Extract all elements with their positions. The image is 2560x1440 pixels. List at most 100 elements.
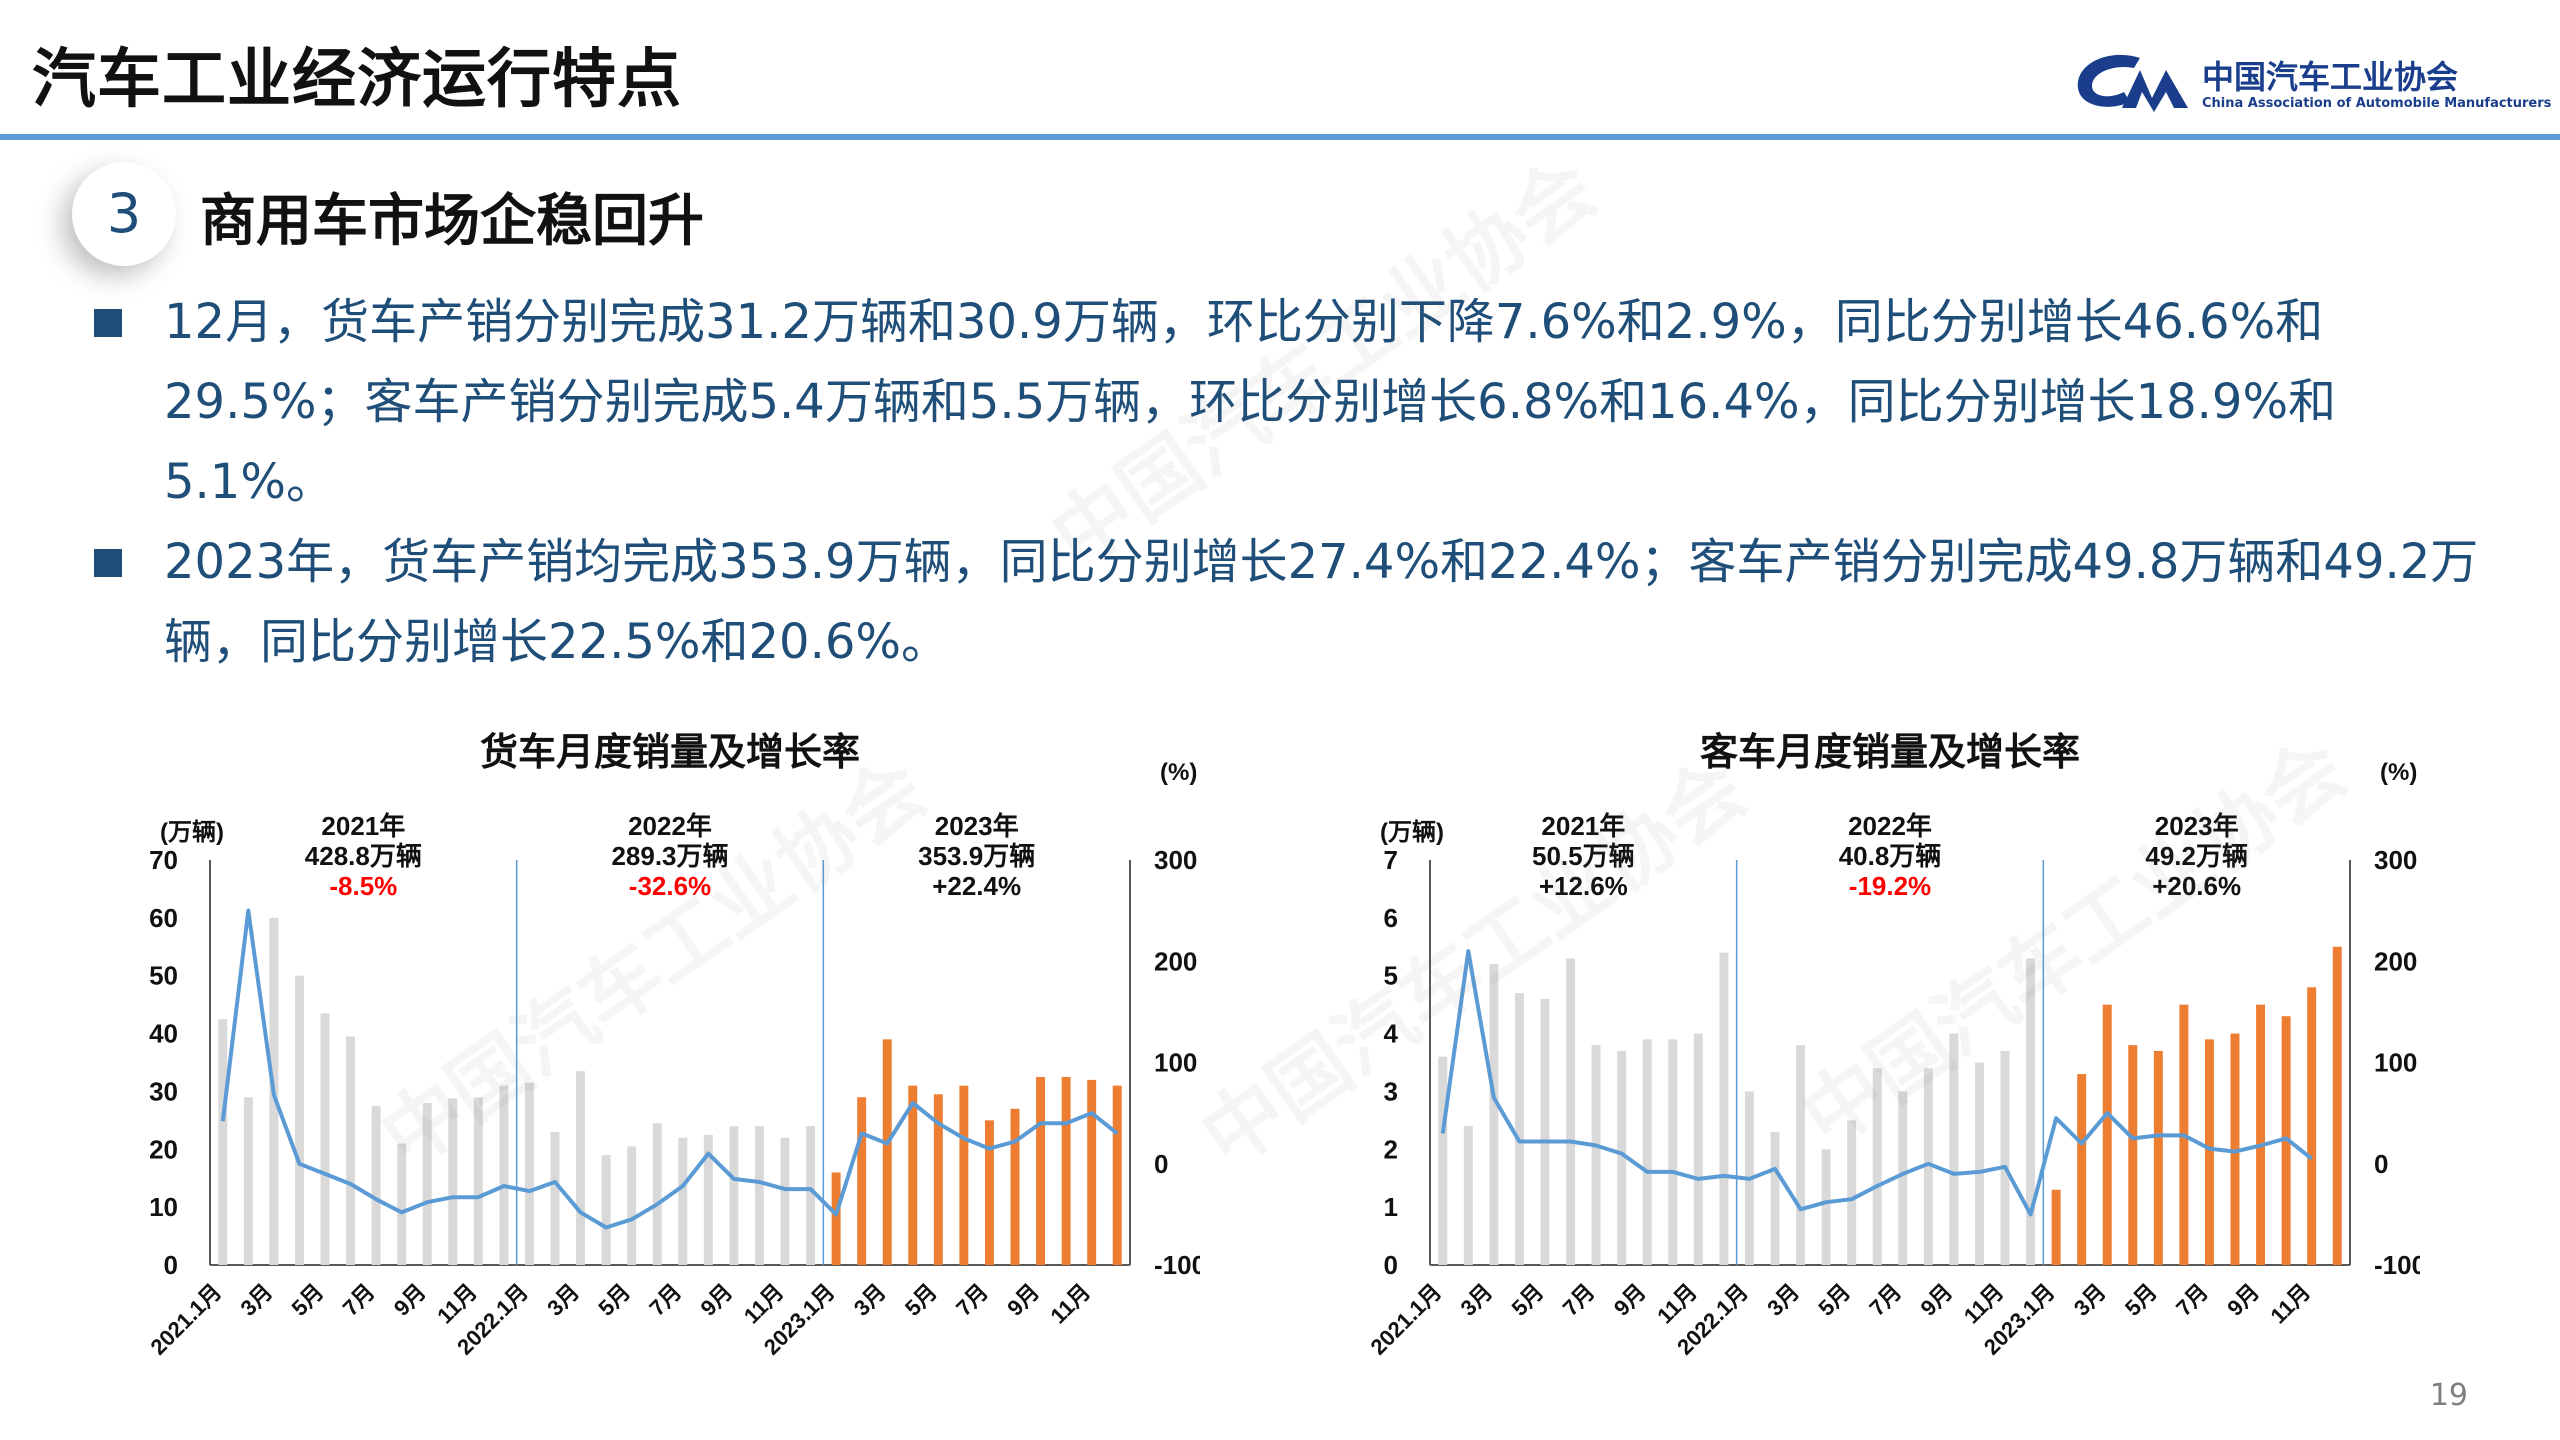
section-title: 商用车市场企稳回升 bbox=[200, 189, 704, 254]
caam-logo-icon bbox=[2077, 54, 2188, 112]
bar bbox=[2256, 1004, 2266, 1265]
left-tick-label: 6 bbox=[1384, 903, 1398, 933]
x-tick-label: 11月 bbox=[2266, 1279, 2316, 1329]
bar bbox=[1719, 952, 1729, 1265]
bar bbox=[1112, 1085, 1122, 1265]
annotation-year: 2021年 bbox=[1541, 811, 1625, 841]
x-tick-label: 11月 bbox=[1046, 1279, 1096, 1329]
bar bbox=[294, 975, 304, 1265]
right-tick-label: -100 bbox=[1154, 1250, 1200, 1280]
annotation-year: 2022年 bbox=[1848, 811, 1932, 841]
bullet-item: 2023年，货车产销均完成353.9万辆，同比分别增长27.4%和22.4%；客… bbox=[90, 522, 2490, 682]
left-tick-label: 20 bbox=[149, 1134, 178, 1164]
bar bbox=[908, 1085, 918, 1265]
x-tick-label: 9月 bbox=[1609, 1279, 1651, 1321]
left-tick-label: 4 bbox=[1384, 1019, 1399, 1049]
bar bbox=[2307, 987, 2317, 1265]
annotation-total: 49.2万辆 bbox=[2145, 841, 2248, 871]
bar bbox=[1872, 1068, 1882, 1265]
bar bbox=[1087, 1079, 1097, 1265]
bar bbox=[524, 1082, 534, 1265]
left-tick-label: 2 bbox=[1384, 1134, 1398, 1164]
bar bbox=[397, 1143, 407, 1265]
bar bbox=[1693, 1033, 1703, 1265]
left-tick-label: 10 bbox=[149, 1192, 178, 1222]
bar bbox=[1898, 1091, 1908, 1265]
x-tick-label: 5月 bbox=[1813, 1279, 1855, 1321]
x-tick-label: 3月 bbox=[849, 1279, 891, 1321]
annotation-total: 289.3万辆 bbox=[611, 841, 728, 871]
left-tick-label: 50 bbox=[149, 961, 178, 991]
bar bbox=[2102, 1004, 2112, 1265]
x-tick-label: 9月 bbox=[696, 1279, 738, 1321]
bar bbox=[627, 1146, 637, 1265]
bar bbox=[729, 1126, 739, 1265]
bar bbox=[1617, 1050, 1627, 1265]
left-tick-label: 5 bbox=[1384, 961, 1398, 991]
chart-svg: 客车月度销量及增长率 (万辆) (%) 0 1 2 3 4 5 6 7 -100 0 100 200 300 2… bbox=[1365, 731, 2420, 1360]
x-tick-label: 9月 bbox=[2222, 1279, 2264, 1321]
chart-title: 货车月度销量及增长率 bbox=[480, 732, 860, 774]
bar bbox=[218, 1019, 228, 1265]
bar bbox=[371, 1105, 381, 1265]
logo-english-name: China Association of Automobile Manufact… bbox=[2202, 96, 2552, 111]
bar bbox=[754, 1126, 764, 1265]
left-tick-label: 40 bbox=[149, 1019, 178, 1049]
square-bullet-icon bbox=[94, 309, 122, 337]
bar bbox=[780, 1137, 790, 1265]
x-tick-label: 7月 bbox=[2171, 1279, 2213, 1321]
annotation-growth: -32.6% bbox=[629, 871, 711, 901]
bar bbox=[1010, 1108, 1020, 1265]
x-tick-label: 2021.1月 bbox=[145, 1279, 226, 1360]
bar bbox=[346, 1036, 356, 1265]
section-number-badge: 3 bbox=[72, 162, 176, 266]
bar bbox=[959, 1085, 969, 1265]
bar bbox=[703, 1134, 713, 1265]
annotation-total: 353.9万辆 bbox=[918, 841, 1035, 871]
left-tick-label: 30 bbox=[149, 1076, 178, 1106]
square-bullet-icon bbox=[94, 549, 122, 577]
bar bbox=[678, 1137, 688, 1265]
bar bbox=[1668, 1039, 1678, 1265]
left-tick-label: 70 bbox=[149, 845, 178, 875]
bar bbox=[1974, 1062, 1984, 1265]
left-axis-unit-label: (万辆) bbox=[1380, 819, 1444, 846]
left-tick-label: 7 bbox=[1384, 845, 1398, 875]
x-tick-label: 7月 bbox=[1558, 1279, 1600, 1321]
x-tick-label: 5月 bbox=[287, 1279, 329, 1321]
bar bbox=[652, 1123, 662, 1265]
bar bbox=[2000, 1050, 2010, 1265]
bar bbox=[422, 1103, 432, 1265]
right-tick-label: 300 bbox=[1154, 845, 1197, 875]
x-tick-label: 5月 bbox=[2120, 1279, 2162, 1321]
bar bbox=[1036, 1076, 1046, 1265]
right-tick-label: 200 bbox=[2374, 946, 2417, 976]
x-tick-label: 3月 bbox=[542, 1279, 584, 1321]
bar bbox=[1514, 993, 1524, 1265]
bar bbox=[933, 1094, 943, 1265]
right-tick-label: 100 bbox=[1154, 1048, 1197, 1078]
right-tick-label: 300 bbox=[2374, 845, 2417, 875]
annotation-growth: +20.6% bbox=[2152, 871, 2241, 901]
left-tick-label: 1 bbox=[1384, 1192, 1398, 1222]
bar bbox=[2128, 1045, 2138, 1265]
bar bbox=[857, 1097, 867, 1265]
bar bbox=[1770, 1131, 1780, 1265]
page-title: 汽车工业经济运行特点 bbox=[32, 43, 682, 117]
annotation-year: 2021年 bbox=[321, 811, 405, 841]
annotation-year: 2023年 bbox=[935, 811, 1019, 841]
x-tick-label: 9月 bbox=[1916, 1279, 1958, 1321]
right-tick-label: 200 bbox=[1154, 946, 1197, 976]
x-tick-label: 9月 bbox=[1002, 1279, 1044, 1321]
x-tick-label: 7月 bbox=[1864, 1279, 1906, 1321]
right-tick-label: 0 bbox=[1154, 1149, 1168, 1179]
chart-title: 客车月度销量及增长率 bbox=[1700, 731, 2080, 774]
x-tick-label: 3月 bbox=[236, 1279, 278, 1321]
x-tick-label: 3月 bbox=[1456, 1279, 1498, 1321]
x-tick-label: 7月 bbox=[644, 1279, 686, 1321]
bar bbox=[320, 1013, 330, 1265]
x-tick-label: 9月 bbox=[389, 1279, 431, 1321]
bar bbox=[831, 1172, 841, 1265]
bar bbox=[1923, 1068, 1933, 1265]
bar bbox=[1847, 1120, 1857, 1265]
